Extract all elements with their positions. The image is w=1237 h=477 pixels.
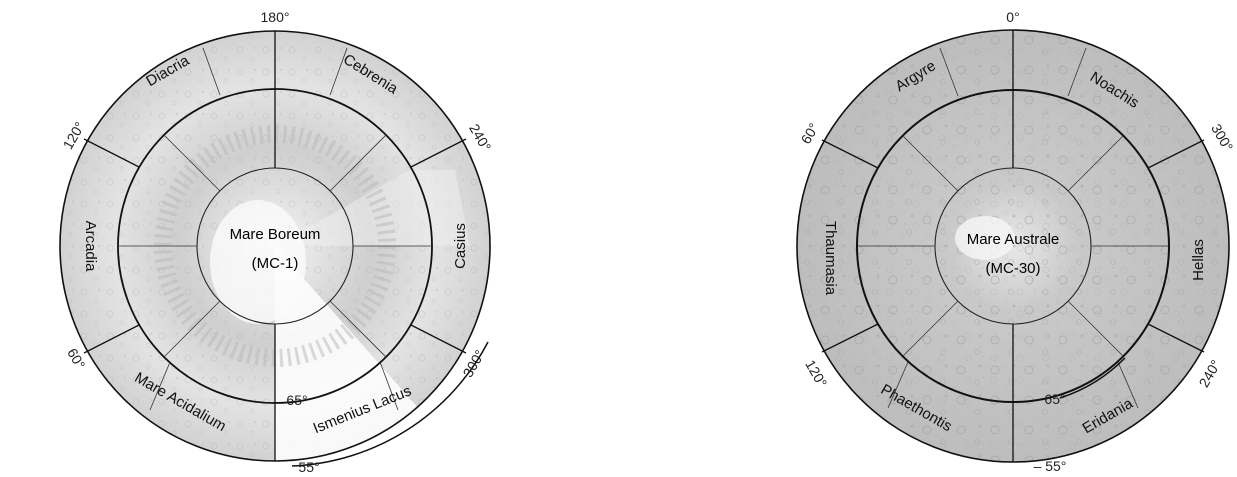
south-region-hellas: Hellas [1190,239,1207,281]
south-center-code: (MC-30) [986,260,1041,277]
north-deg-top: 180° [261,9,290,25]
south-deg-55: – 55° [1034,458,1067,474]
north-deg-lower-left: 60° [64,345,88,371]
south-deg-lower-left: 120° [802,357,830,390]
north-center-code: (MC-1) [252,255,299,272]
north-deg-upper-right: 240° [466,121,494,154]
north-deg-55: 55° [298,459,319,475]
south-deg-upper-left: 60° [797,120,821,146]
north-region-casius: Casius [452,223,469,269]
south-deg-upper-right: 300° [1208,121,1236,154]
north-deg-65: 65° [286,392,307,408]
north-region-arcadia: Arcadia [82,221,99,273]
north-center-name: Mare Boreum [230,226,321,243]
south-deg-65: 65° [1044,391,1065,407]
south-deg-top: 0° [1006,9,1019,25]
north-polar-map: Mare Boreum (MC-1) 180° 120° 240° 60° 30… [59,9,495,475]
south-region-thaumasia: Thaumasia [822,221,839,296]
south-polar-map: Mare Australe (MC-30) 0° 60° 300° 120° 2… [796,9,1237,474]
south-center-name: Mare Australe [967,231,1060,248]
south-deg-lower-right: 240° [1195,357,1223,390]
